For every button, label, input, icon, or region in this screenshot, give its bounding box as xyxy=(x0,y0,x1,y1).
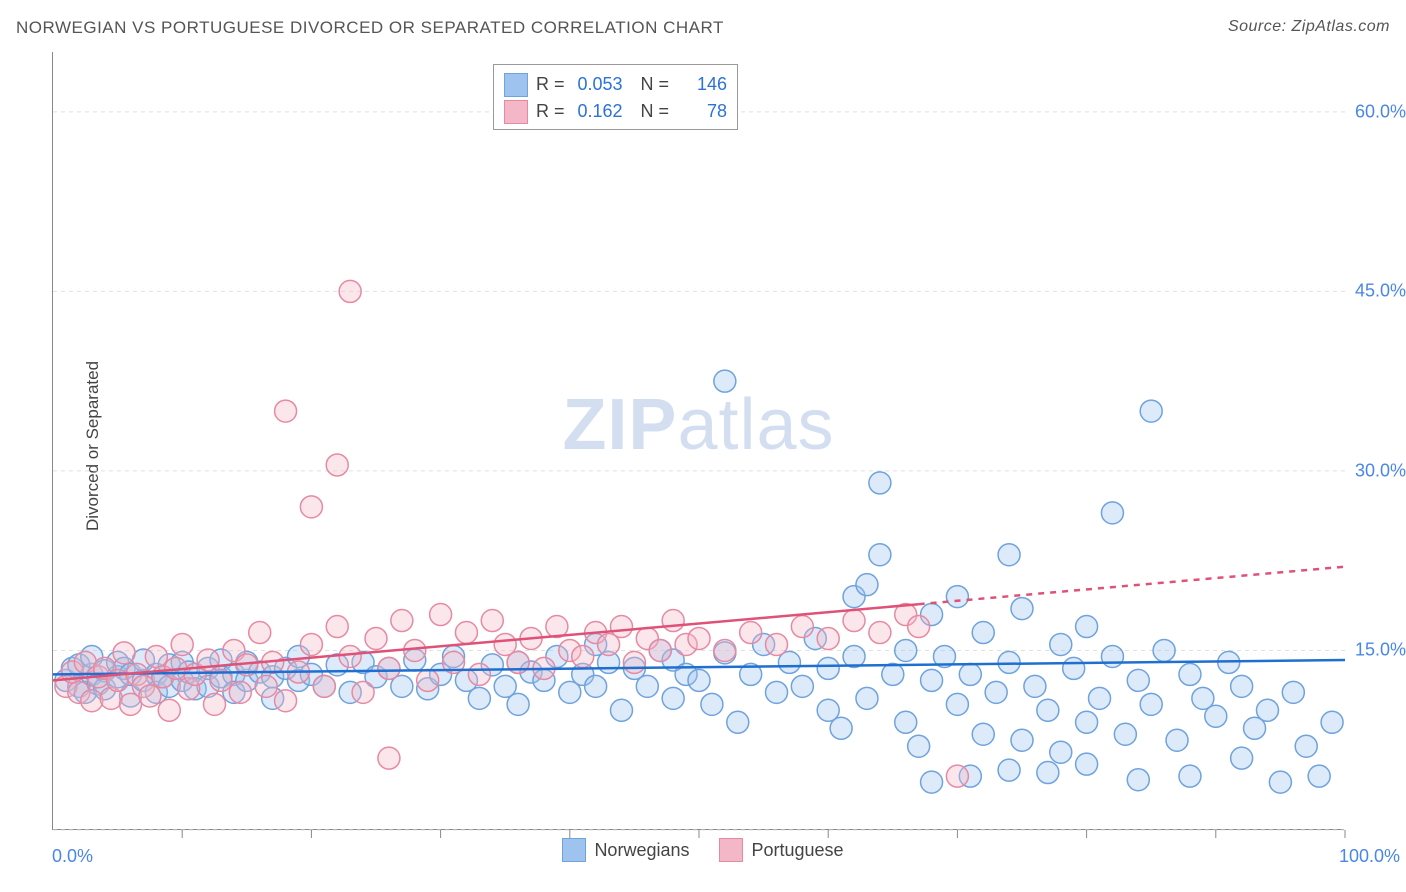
legend-item: Norwegians xyxy=(562,838,689,862)
chart-title: NORWEGIAN VS PORTUGUESE DIVORCED OR SEPA… xyxy=(16,18,724,38)
stat-n-label: N = xyxy=(641,71,670,98)
y-tick-label: 15.0% xyxy=(1355,640,1406,661)
chart-svg xyxy=(53,52,1344,829)
stat-n-value: 146 xyxy=(677,71,727,98)
y-tick-label: 45.0% xyxy=(1355,281,1406,302)
legend-swatch xyxy=(719,838,743,862)
stats-row: R = 0.053 N = 146 xyxy=(504,71,727,98)
stat-n-value: 78 xyxy=(677,98,727,125)
stat-r-value: 0.053 xyxy=(573,71,623,98)
stat-r-label: R = xyxy=(536,98,565,125)
chart-plot-area: ZIPatlas R =0.053N =146R =0.162N =78 15.… xyxy=(52,52,1344,830)
stat-r-label: R = xyxy=(536,71,565,98)
legend-swatch xyxy=(562,838,586,862)
stat-r-value: 0.162 xyxy=(573,98,623,125)
legend-swatch xyxy=(504,73,528,97)
legend-swatch xyxy=(504,100,528,124)
bottom-legend: Norwegians Portuguese xyxy=(0,838,1406,862)
legend-label: Norwegians xyxy=(594,840,689,861)
stats-legend-box: R = 0.053 N = 146 R = 0.162 N = 78 xyxy=(493,64,738,130)
stat-n-label: N = xyxy=(641,98,670,125)
y-tick-label: 30.0% xyxy=(1355,460,1406,481)
stats-row: R = 0.162 N = 78 xyxy=(504,98,727,125)
legend-label: Portuguese xyxy=(751,840,843,861)
source-label: Source: ZipAtlas.com xyxy=(1228,18,1390,38)
y-tick-label: 60.0% xyxy=(1355,101,1406,122)
legend-item: Portuguese xyxy=(719,838,843,862)
